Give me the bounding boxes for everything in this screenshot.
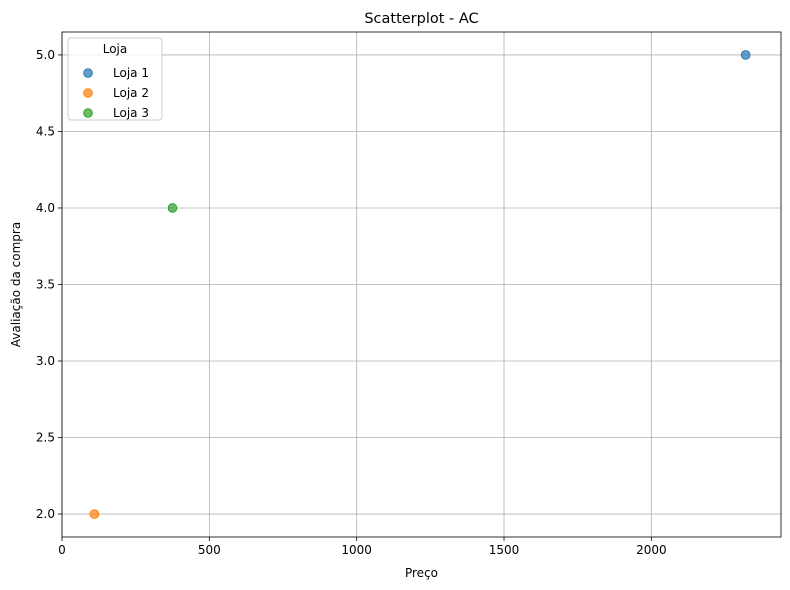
plot-frame [61, 31, 782, 538]
x-tick-label: 0 [58, 543, 66, 557]
legend-marker [83, 68, 93, 78]
y-tick-label: 3.0 [36, 354, 55, 368]
y-tick-label: 5.0 [36, 48, 55, 62]
legend-box [67, 37, 163, 121]
y-axis-label: Avaliação da compra [9, 222, 23, 347]
data-point [167, 203, 178, 213]
legend-marker [83, 108, 93, 118]
y-tick-label: 4.0 [36, 201, 55, 215]
y-tick-label: 4.5 [36, 124, 55, 138]
y-tick-label: 3.5 [36, 278, 55, 292]
y-tick-label: 2.5 [36, 431, 55, 445]
legend: Loja Loja 1 Loja 2 Loja 3 [67, 37, 163, 121]
x-tick-label: 500 [198, 543, 221, 557]
data-point [740, 50, 751, 60]
x-tick-label: 2000 [636, 543, 667, 557]
legend-label: Loja 1 [113, 66, 149, 80]
grid [61, 32, 781, 537]
legend-title: Loja [103, 42, 128, 56]
x-tick-label: 1000 [341, 543, 372, 557]
legend-marker [83, 88, 93, 98]
x-axis-label: Preço [405, 566, 438, 580]
axis-ticks: 0 500 1000 1500 2000 2.0 2.5 3.0 3.5 4.0 4.5 5.0 [36, 48, 667, 557]
legend-label: Loja 3 [113, 106, 149, 120]
y-tick-label: 2.0 [36, 507, 55, 521]
chart-title: Scatterplot - AC [364, 11, 478, 27]
data-point [89, 509, 100, 519]
data-points [89, 50, 751, 519]
legend-label: Loja 2 [113, 86, 149, 100]
x-tick-label: 1500 [489, 543, 520, 557]
